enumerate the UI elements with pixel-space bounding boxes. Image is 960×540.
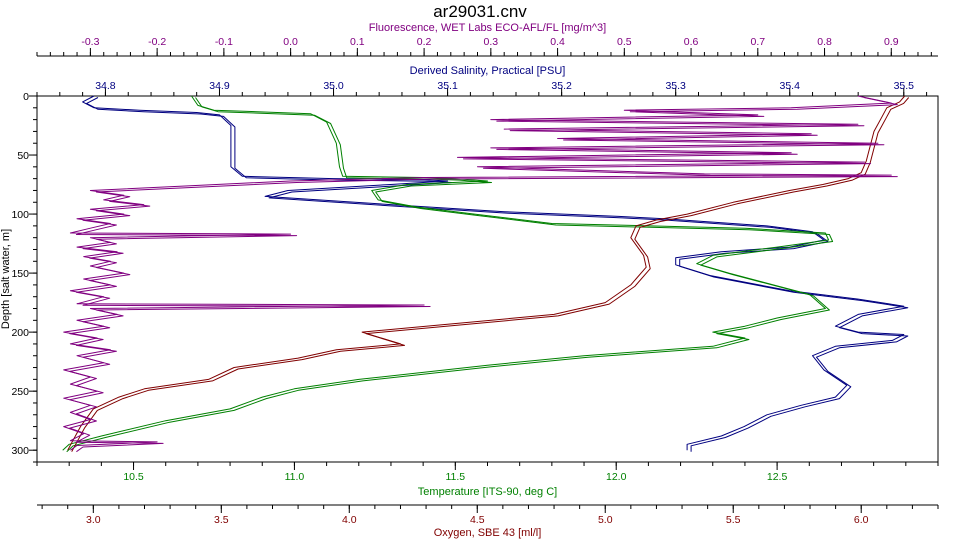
fluorescence-cast-line [69, 97, 898, 453]
depth-tick-label: 50 [17, 150, 29, 162]
depth-tick-label: 200 [11, 327, 29, 339]
fluorescence-profile [63, 95, 898, 453]
temperature-profile [62, 95, 834, 453]
oxygen-tick-label: 3.5 [214, 514, 229, 526]
fluorescence-tick-label: 0.8 [817, 36, 832, 48]
fluorescence-tick-label: 0.2 [417, 36, 432, 48]
salinity-tick-label: 35.0 [323, 80, 344, 92]
fluorescence-tick-label: 0.3 [484, 36, 499, 48]
plot-area [36, 95, 939, 463]
salinity-profile [82, 95, 909, 452]
oxygen-cast-line [71, 97, 910, 452]
salinity-tick-label: 34.8 [95, 80, 116, 92]
oxygen-tick-label: 4.5 [470, 514, 485, 526]
oxygen-tick-label: 5.0 [598, 514, 613, 526]
fluorescence-tick-label: 0.9 [884, 36, 899, 48]
oxygen-axis-title: Oxygen, SBE 43 [ml/l] [434, 527, 542, 539]
temperature-tick-label: 10.5 [123, 471, 144, 483]
oxygen-tick-label: 3.0 [86, 514, 101, 526]
fluorescence-cast-line [63, 95, 892, 451]
salinity-tick-label: 35.5 [894, 80, 915, 92]
temperature-tick-label: 12.0 [606, 471, 627, 483]
chart-title: ar29031.cnv [433, 2, 527, 21]
fluorescence-tick-label: -0.2 [148, 36, 166, 48]
salinity-cast-line [86, 97, 909, 452]
fluorescence-tick-label: -0.3 [81, 36, 99, 48]
salinity-axis-title: Derived Salinity, Practical [PSU] [410, 65, 566, 77]
fluorescence-tick-label: 0.6 [684, 36, 699, 48]
fluorescence-tick-label: 0.4 [550, 36, 565, 48]
salinity-axis: 34.8 34.9 35.0 35.1 35.2 35.3 35.4 35.5 Derived … [36, 65, 928, 96]
depth-tick-label: 250 [11, 386, 29, 398]
temperature-tick-label: 11.5 [445, 471, 465, 483]
fluorescence-tick-label: 0.0 [283, 36, 298, 48]
depth-axis-title: Depth [salt water, m] [0, 229, 12, 329]
fluorescence-tick-label: -0.1 [215, 36, 233, 48]
depth-tick-label: 300 [11, 445, 29, 457]
temperature-cast-line [66, 97, 834, 453]
salinity-tick-label: 34.9 [209, 80, 230, 92]
temperature-tick-label: 11.0 [285, 471, 305, 483]
salinity-tick-label: 35.2 [551, 80, 572, 92]
plot-frame [36, 95, 939, 463]
oxygen-tick-label: 5.5 [726, 514, 741, 526]
temperature-tick-label: 12.5 [767, 471, 788, 483]
salinity-tick-label: 35.3 [665, 80, 686, 92]
temperature-axis-title: Temperature [ITS-90, deg C] [418, 486, 557, 498]
depth-tick-label: 150 [11, 268, 29, 280]
fluorescence-tick-label: 0.1 [350, 36, 365, 48]
depth-tick-label: 0 [23, 91, 29, 103]
fluorescence-tick-label: 0.5 [617, 36, 632, 48]
fluorescence-axis: -0.3 -0.2 -0.1 0.0 0.1 0.2 0.3 0.4 0.5 0.6 0.7 0.8 0… [36, 22, 938, 57]
oxygen-cast-line [67, 95, 906, 451]
oxygen-profile [67, 95, 910, 452]
salinity-tick-label: 35.1 [437, 80, 458, 92]
temperature-axis: 10.5 11.0 11.5 12.0 12.5 Temperature [ITS-90,… [36, 462, 939, 498]
fluorescence-tick-label: 0.7 [750, 36, 765, 48]
temperature-cast-line [62, 95, 830, 451]
oxygen-axis: 3.0 3.5 4.0 4.5 5.0 5.5 6.0 Oxygen, SBE 43 [ml/… [37, 504, 939, 539]
depth-axis: 0 50 100 150 200 250 300 Depth [salt water, m] [0, 91, 37, 463]
axes-layer: -0.3 -0.2 -0.1 0.0 0.1 0.2 0.3 0.4 0.5 0.6 0.7 0.8 0… [0, 22, 939, 539]
oxygen-tick-label: 4.0 [342, 514, 357, 526]
fluorescence-axis-title: Fluorescence, WET Labs ECO-AFL/FL [mg/m^… [369, 22, 606, 34]
salinity-tick-label: 35.4 [780, 80, 801, 92]
series-layer [62, 95, 910, 453]
oxygen-tick-label: 6.0 [854, 514, 869, 526]
depth-tick-label: 100 [11, 209, 29, 221]
salinity-cast-line [82, 95, 905, 451]
